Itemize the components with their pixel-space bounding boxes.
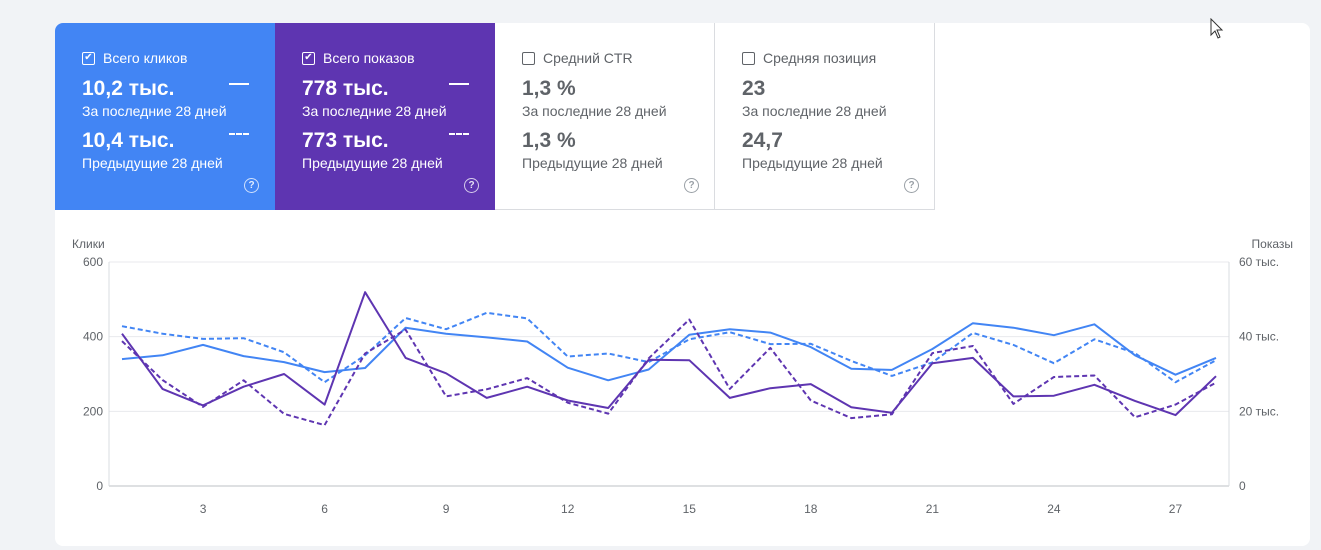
y-tick-left: 400	[83, 330, 103, 344]
card-total-clicks[interactable]: ✔ Всего кликов 10,2 тыс. За последние 28…	[55, 23, 275, 210]
x-tick-label: 12	[561, 502, 575, 516]
x-tick-label: 21	[926, 502, 940, 516]
current-period: За последние 28 дней	[302, 103, 447, 119]
help-icon[interactable]: ?	[244, 178, 259, 193]
previous-period: Предыдущие 28 дней	[522, 155, 663, 171]
axis-ticks: 0 0 200 20 тыс. 400 40 тыс. 600 60 тыс. 3 6 9 12 15 1…	[83, 255, 1279, 516]
dashed-line-legend-icon	[229, 133, 249, 135]
series-line	[121, 291, 1217, 417]
series-line	[121, 311, 1217, 384]
y-axis-left-title: Клики	[72, 237, 105, 251]
y-tick-left: 200	[83, 404, 103, 418]
help-icon[interactable]: ?	[464, 178, 479, 193]
x-tick-label: 6	[321, 502, 328, 516]
checkbox-unchecked-icon[interactable]	[522, 51, 535, 65]
previous-period: Предыдущие 28 дней	[302, 155, 443, 171]
x-tick-label: 3	[200, 502, 207, 516]
checkbox-checked-icon[interactable]: ✔	[302, 51, 315, 65]
current-value: 10,2 тыс.	[82, 77, 175, 100]
x-tick-label: 24	[1047, 502, 1061, 516]
y-tick-left: 0	[96, 479, 103, 493]
checkbox-unchecked-icon[interactable]	[742, 51, 755, 65]
help-icon[interactable]: ?	[684, 178, 699, 193]
previous-value: 773 тыс.	[302, 129, 389, 152]
dashed-line-legend-icon	[449, 133, 469, 135]
previous-value: 10,4 тыс.	[82, 129, 175, 152]
current-period: За последние 28 дней	[82, 103, 227, 119]
solid-line-legend-icon	[229, 83, 249, 85]
previous-value: 1,3 %	[522, 129, 576, 152]
y-tick-right: 60 тыс.	[1239, 255, 1279, 269]
help-icon[interactable]: ?	[904, 178, 919, 193]
current-value: 23	[742, 77, 766, 100]
solid-line-legend-icon	[449, 83, 469, 85]
y-axis-right-title: Показы	[1252, 237, 1293, 251]
y-tick-right: 0	[1239, 479, 1246, 493]
y-tick-left: 600	[83, 255, 103, 269]
card-header: Средний CTR	[522, 49, 714, 67]
previous-period: Предыдущие 28 дней	[742, 155, 883, 171]
x-tick-label: 9	[443, 502, 450, 516]
y-tick-right: 20 тыс.	[1239, 404, 1279, 418]
x-tick-label: 15	[683, 502, 697, 516]
mouse-cursor-icon	[1210, 18, 1224, 39]
performance-chart: Клики Показы 0 0 200 20 тыс. 400 40 тыс. 600 60…	[72, 237, 1293, 516]
card-average-position[interactable]: Средняя позиция 23 За последние 28 дней …	[715, 23, 935, 210]
previous-value: 24,7	[742, 129, 783, 152]
metric-cards: ✔ Всего кликов 10,2 тыс. За последние 28…	[55, 23, 935, 210]
performance-panel: ✔ Всего кликов 10,2 тыс. За последние 28…	[55, 23, 1310, 546]
gridlines	[108, 261, 1230, 487]
card-label: Всего показов	[323, 50, 415, 66]
card-header: ✔ Всего показов	[302, 49, 495, 67]
current-value: 1,3 %	[522, 77, 576, 100]
current-period: За последние 28 дней	[522, 103, 667, 119]
card-label: Средний CTR	[543, 50, 633, 66]
series-lines	[121, 291, 1217, 427]
card-label: Всего кликов	[103, 50, 188, 66]
x-tick-label: 27	[1169, 502, 1183, 516]
checkbox-checked-icon[interactable]: ✔	[82, 51, 95, 65]
card-average-ctr[interactable]: Средний CTR 1,3 % За последние 28 дней 1…	[495, 23, 715, 210]
card-header: Средняя позиция	[742, 49, 934, 67]
current-value: 778 тыс.	[302, 77, 389, 100]
y-tick-right: 40 тыс.	[1239, 330, 1279, 344]
series-line	[121, 318, 1217, 427]
current-period: За последние 28 дней	[742, 103, 887, 119]
previous-period: Предыдущие 28 дней	[82, 155, 223, 171]
card-label: Средняя позиция	[763, 50, 877, 66]
card-total-impressions[interactable]: ✔ Всего показов 778 тыс. За последние 28…	[275, 23, 495, 210]
card-header: ✔ Всего кликов	[82, 49, 275, 67]
x-tick-label: 18	[804, 502, 818, 516]
series-line	[121, 322, 1217, 382]
